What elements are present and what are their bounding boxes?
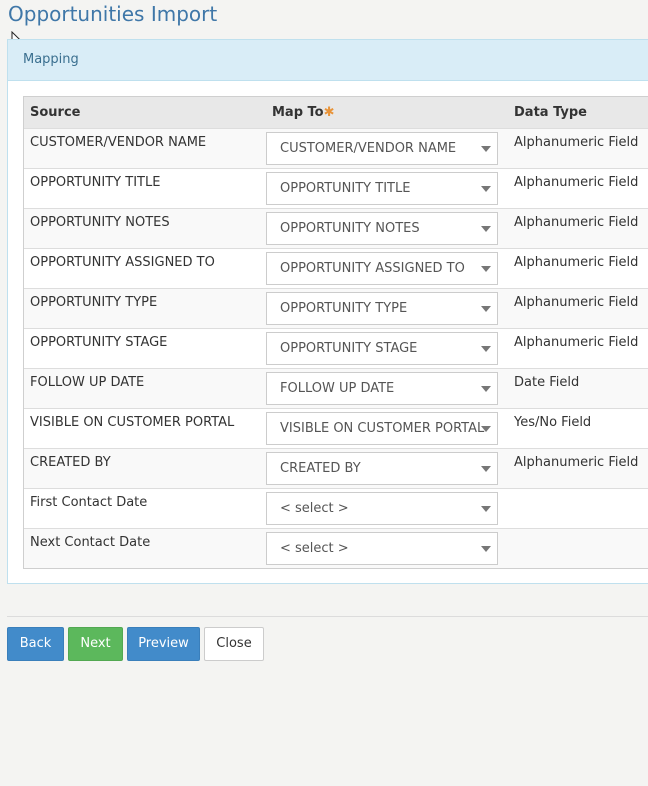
table-row: Next Contact Date < select > [24, 527, 648, 568]
table-row: OPPORTUNITY TYPE OPPORTUNITY TYPE Alphanum… [24, 287, 648, 328]
map-to-selected-value: CUSTOMER/VENDOR NAME [280, 140, 457, 156]
map-to-select[interactable]: VISIBLE ON CUSTOMER PORTAL [266, 411, 498, 445]
source-cell: VISIBLE ON CUSTOMER PORTAL [24, 407, 266, 448]
chevron-down-icon [481, 225, 491, 232]
map-to-cell: < select > [266, 527, 508, 568]
chevron-down-icon [481, 545, 491, 552]
map-to-select[interactable]: < select > [266, 491, 498, 525]
source-cell: FOLLOW UP DATE [24, 367, 266, 408]
map-to-select[interactable]: CUSTOMER/VENDOR NAME [266, 131, 498, 165]
map-to-cell: CREATED BY [266, 447, 508, 488]
chevron-down-icon [481, 425, 491, 432]
map-to-selected-value: OPPORTUNITY STAGE [280, 340, 418, 356]
source-cell: OPPORTUNITY ASSIGNED TO [24, 247, 266, 288]
map-to-cell: VISIBLE ON CUSTOMER PORTAL [266, 407, 508, 448]
map-to-select[interactable]: OPPORTUNITY NOTES [266, 211, 498, 245]
close-button[interactable]: Close [204, 627, 264, 661]
map-to-selected-value: CREATED BY [280, 460, 361, 476]
data-type-cell: Alphanumeric Field [508, 167, 648, 208]
mapping-table: Source Map To✱ Data Type CUSTOMER/VENDOR… [23, 96, 648, 569]
table-row: OPPORTUNITY TITLE OPPORTUNITY TITLE Alphan… [24, 167, 648, 208]
table-row: First Contact Date < select > [24, 487, 648, 528]
data-type-cell: Yes/No Field [508, 407, 648, 448]
table-row: VISIBLE ON CUSTOMER PORTAL VISIBLE ON CUS… [24, 407, 648, 448]
data-type-cell: Alphanumeric Field [508, 247, 648, 288]
data-type-cell [508, 527, 648, 568]
map-to-cell: FOLLOW UP DATE [266, 367, 508, 408]
column-header-source: Source [24, 97, 266, 128]
map-to-selected-value: OPPORTUNITY ASSIGNED TO [280, 260, 465, 276]
divider [7, 616, 648, 617]
chevron-down-icon [481, 265, 491, 272]
table-row: FOLLOW UP DATE FOLLOW UP DATE Date Field [24, 367, 648, 408]
map-to-select[interactable]: OPPORTUNITY TYPE [266, 291, 498, 325]
source-cell: Next Contact Date [24, 527, 266, 568]
source-cell: OPPORTUNITY STAGE [24, 327, 266, 368]
data-type-cell: Alphanumeric Field [508, 287, 648, 328]
back-button[interactable]: Back [7, 627, 64, 661]
map-to-selected-value: OPPORTUNITY TYPE [280, 300, 408, 316]
chevron-down-icon [481, 465, 491, 472]
panel-heading: Mapping [8, 40, 648, 81]
table-row: OPPORTUNITY STAGE OPPORTUNITY STAGE Alphan… [24, 327, 648, 368]
map-to-selected-value: OPPORTUNITY TITLE [280, 180, 411, 196]
chevron-down-icon [481, 305, 491, 312]
table-row: OPPORTUNITY NOTES OPPORTUNITY NOTES Alphan… [24, 207, 648, 248]
column-header-map-to: Map To✱ [266, 97, 508, 128]
map-to-cell: OPPORTUNITY TITLE [266, 167, 508, 208]
source-cell: CUSTOMER/VENDOR NAME [24, 127, 266, 168]
map-to-select[interactable]: CREATED BY [266, 451, 498, 485]
page-title: Opportunities Import [8, 2, 218, 26]
next-button[interactable]: Next [68, 627, 123, 661]
map-to-label: Map To [272, 104, 324, 120]
map-to-select[interactable]: < select > [266, 531, 498, 565]
table-row: CREATED BY CREATED BY Alphanumeric Field [24, 447, 648, 488]
map-to-select[interactable]: FOLLOW UP DATE [266, 371, 498, 405]
chevron-down-icon [481, 385, 491, 392]
map-to-selected-value: OPPORTUNITY NOTES [280, 220, 420, 236]
map-to-selected-value: < select > [280, 540, 349, 556]
source-cell: First Contact Date [24, 487, 266, 528]
map-to-selected-value: VISIBLE ON CUSTOMER PORTAL [280, 420, 485, 436]
map-to-cell: OPPORTUNITY ASSIGNED TO [266, 247, 508, 288]
map-to-select[interactable]: OPPORTUNITY STAGE [266, 331, 498, 365]
map-to-select[interactable]: OPPORTUNITY ASSIGNED TO [266, 251, 498, 285]
map-to-selected-value: < select > [280, 500, 349, 516]
required-asterisk-icon: ✱ [323, 104, 335, 120]
map-to-cell: < select > [266, 487, 508, 528]
source-cell: OPPORTUNITY TITLE [24, 167, 266, 208]
table-header-row: Source Map To✱ Data Type [24, 97, 648, 128]
map-to-cell: CUSTOMER/VENDOR NAME [266, 127, 508, 168]
data-type-cell [508, 487, 648, 528]
chevron-down-icon [481, 145, 491, 152]
preview-button[interactable]: Preview [127, 627, 200, 661]
map-to-select[interactable]: OPPORTUNITY TITLE [266, 171, 498, 205]
source-cell: OPPORTUNITY TYPE [24, 287, 266, 328]
chevron-down-icon [481, 505, 491, 512]
chevron-down-icon [481, 185, 491, 192]
data-type-cell: Alphanumeric Field [508, 207, 648, 248]
data-type-cell: Date Field [508, 367, 648, 408]
data-type-cell: Alphanumeric Field [508, 447, 648, 488]
column-header-data-type: Data Type [508, 97, 648, 128]
map-to-cell: OPPORTUNITY TYPE [266, 287, 508, 328]
table-row: CUSTOMER/VENDOR NAME CUSTOMER/VENDOR NAME… [24, 127, 648, 168]
data-type-cell: Alphanumeric Field [508, 127, 648, 168]
data-type-cell: Alphanumeric Field [508, 327, 648, 368]
map-to-selected-value: FOLLOW UP DATE [280, 380, 395, 396]
chevron-down-icon [481, 345, 491, 352]
map-to-cell: OPPORTUNITY NOTES [266, 207, 508, 248]
mapping-panel: Mapping Source Map To✱ Data Type CUSTOME… [7, 39, 648, 584]
map-to-cell: OPPORTUNITY STAGE [266, 327, 508, 368]
source-cell: OPPORTUNITY NOTES [24, 207, 266, 248]
source-cell: CREATED BY [24, 447, 266, 488]
table-row: OPPORTUNITY ASSIGNED TO OPPORTUNITY ASSIG… [24, 247, 648, 288]
